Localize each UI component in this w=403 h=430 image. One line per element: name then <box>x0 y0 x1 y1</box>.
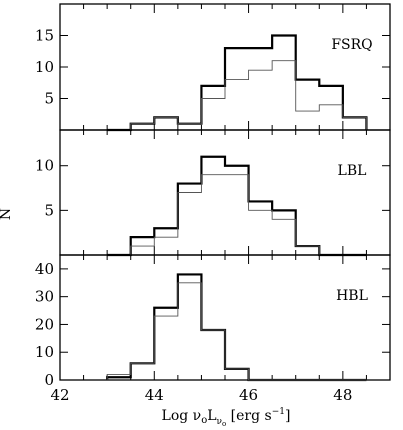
y-tick-label: 10 <box>35 58 54 76</box>
x-tick-labels: 42 44 46 48 <box>50 386 352 404</box>
histogram-series-thin <box>107 60 367 131</box>
panels: 5 10 15 FSRQ 5 10 LBL 0 10 20 30 40 HBL <box>35 3 391 389</box>
panel-fsrq: 5 10 15 FSRQ <box>35 3 391 132</box>
y-tick-label: 10 <box>35 343 54 361</box>
y-tick-label: 0 <box>44 371 54 389</box>
histogram-series-thin <box>107 174 367 256</box>
y-axis-title: N <box>0 208 14 220</box>
y-tick-label: 30 <box>35 288 54 306</box>
panel-label: FSRQ <box>331 37 372 53</box>
x-axis-title: Log νoLνo [erg s−1] <box>162 407 291 428</box>
x-tick-label: 46 <box>239 386 258 404</box>
y-tick-label: 5 <box>44 201 54 219</box>
histogram-series-thick <box>106 273 367 382</box>
x-tick-label: 42 <box>50 386 69 404</box>
y-tick-label: 15 <box>35 27 54 45</box>
x-tick-label: 44 <box>145 386 164 404</box>
y-tick-label: 10 <box>35 157 54 175</box>
histogram-series-thick <box>107 34 368 132</box>
panel-label: HBL <box>336 288 368 304</box>
y-tick-label: 5 <box>44 90 54 108</box>
panel-label: LBL <box>338 163 367 179</box>
histogram-series-thick <box>107 155 367 257</box>
x-tick-label: 48 <box>333 386 352 404</box>
panel-frame <box>59 129 391 256</box>
y-tick-label: 20 <box>35 315 54 333</box>
histogram-series-thin <box>106 282 367 381</box>
panel-lbl: 5 10 LBL <box>35 129 391 257</box>
y-tick-label: 40 <box>35 260 54 278</box>
panel-hbl: 0 10 20 30 40 HBL <box>35 254 391 389</box>
